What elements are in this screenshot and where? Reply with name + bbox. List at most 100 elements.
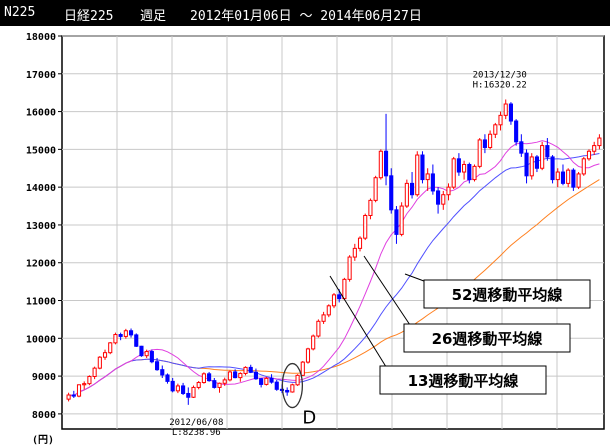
candle-body: [326, 305, 331, 316]
candle-body: [404, 182, 409, 207]
candle-body: [285, 389, 290, 393]
candle-body: [571, 169, 576, 188]
y-tick-label: 11000: [26, 297, 56, 308]
candle-body: [383, 150, 389, 177]
candle-body: [409, 182, 415, 196]
candle-body: [207, 373, 212, 382]
ma52-callout-text: 52週移動平均線: [452, 286, 563, 304]
candle-body: [97, 356, 102, 369]
date-range: 2012年01月06日 ～ 2014年06月27日: [190, 9, 422, 24]
candle-body: [243, 366, 248, 374]
candle-body: [134, 334, 139, 347]
ticker-code: N225: [4, 5, 36, 20]
candle-body: [290, 384, 295, 393]
candle-body: [347, 256, 352, 280]
candle-body: [472, 165, 477, 181]
candle-body: [316, 320, 321, 337]
candle-body: [217, 382, 222, 388]
candle-body: [149, 351, 154, 363]
d-label: D: [302, 408, 316, 429]
ma52-callout-box: [423, 279, 591, 309]
candle-body: [108, 342, 113, 354]
candle-body: [357, 237, 363, 249]
candle-body: [519, 141, 524, 154]
candle-body: [321, 314, 326, 322]
candle-body: [118, 334, 123, 337]
candle-body: [597, 137, 602, 147]
candle-body: [227, 371, 232, 381]
candle-body: [128, 330, 134, 336]
y-tick-label: 12000: [26, 259, 56, 270]
candle-body: [295, 374, 300, 386]
candle-body: [524, 152, 529, 177]
y-tick-label: 18000: [26, 32, 56, 43]
ma26-callout-box: [403, 323, 571, 353]
candle-body: [342, 278, 347, 300]
candle-body: [331, 294, 337, 307]
candle-body: [222, 379, 227, 384]
candle-body: [82, 383, 87, 386]
plot-frame: [61, 35, 605, 430]
candle-body: [259, 378, 264, 385]
candle-body: [488, 133, 493, 148]
candle-body: [238, 372, 243, 379]
candle-body: [467, 163, 472, 181]
candle-body: [311, 335, 316, 350]
candle-body: [462, 163, 467, 173]
candle-body: [337, 294, 342, 300]
y-tick-label: 17000: [26, 70, 56, 81]
candle-body: [420, 154, 425, 181]
candle-body: [394, 209, 399, 235]
candle-body: [566, 169, 571, 184]
candle-body: [482, 139, 487, 148]
y-tick-label: 10000: [26, 334, 56, 345]
candle-body: [160, 369, 165, 376]
candle-body: [540, 145, 545, 169]
candle-body: [493, 124, 498, 135]
candle-body: [529, 156, 534, 177]
candle-body: [560, 171, 566, 184]
y-tick-label: 13000: [26, 221, 56, 232]
candle-body: [503, 103, 508, 116]
candle-body: [389, 175, 394, 211]
candle-body: [430, 173, 435, 192]
candle-body: [113, 334, 118, 344]
y-tick-label: 16000: [26, 108, 56, 119]
y-axis-unit-label: (円): [32, 434, 54, 446]
high-date-annotation: 2013/12/30: [473, 70, 527, 80]
candle-body: [368, 199, 373, 216]
chart-title-bar: N225 日経225 週足 2012年01月06日 ～ 2014年06月27日: [0, 0, 610, 26]
low-value-annotation: L:8238.96: [172, 428, 221, 438]
candle-body: [233, 371, 238, 379]
y-tick-label: 14000: [26, 183, 56, 194]
candle-body: [456, 158, 461, 173]
candle-body: [425, 173, 430, 181]
candle-body: [441, 194, 446, 205]
ma26-callout-pointer: [363, 255, 413, 329]
candle-body: [305, 348, 311, 363]
candle-body: [415, 154, 420, 196]
candle-body: [123, 330, 128, 337]
candle-body: [550, 156, 555, 181]
ma13-line: [68, 140, 600, 397]
candle-body: [399, 205, 404, 235]
candle-body: [170, 380, 175, 392]
y-tick-label: 9000: [32, 372, 56, 383]
candle-body: [181, 385, 186, 394]
candle-body: [253, 371, 259, 380]
candle-body: [212, 380, 217, 388]
candle-body: [165, 374, 170, 382]
candle-body: [451, 158, 456, 188]
d-highlight-ellipse: [281, 362, 304, 409]
candle-body: [586, 150, 592, 160]
ma13-callout-pointer: [329, 275, 389, 371]
candle-body: [191, 386, 196, 398]
candle-body: [363, 214, 368, 239]
candle-body: [186, 392, 191, 398]
candle-body: [300, 361, 305, 376]
candle-body: [76, 384, 82, 397]
candle-body: [175, 385, 180, 392]
low-date-annotation: 2012/06/08: [169, 418, 223, 428]
high-value-annotation: H:16320.22: [473, 80, 527, 90]
candle-body: [155, 361, 160, 371]
